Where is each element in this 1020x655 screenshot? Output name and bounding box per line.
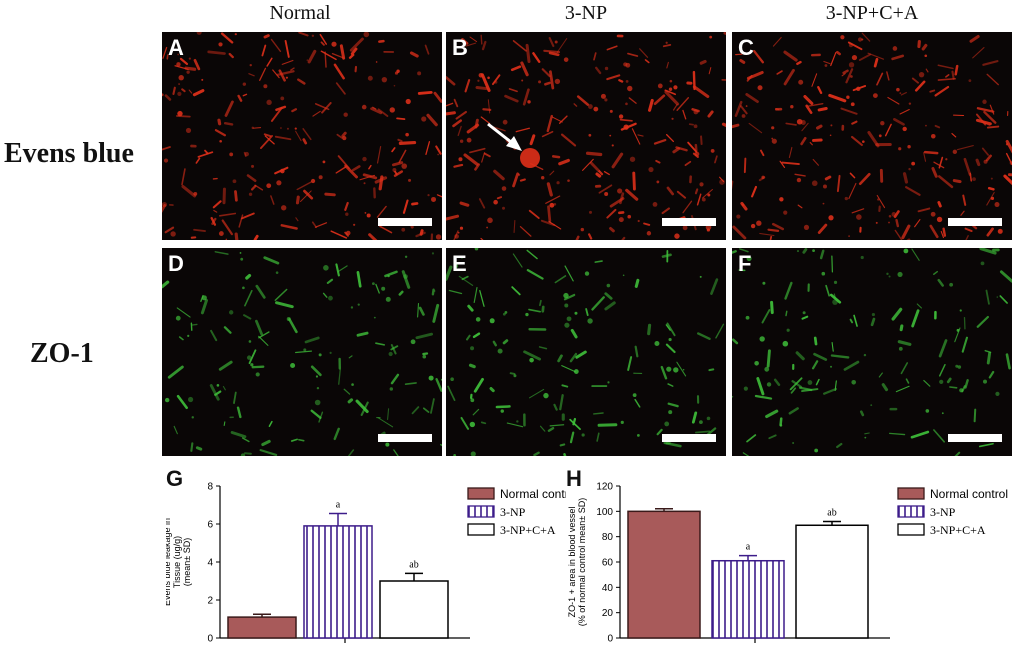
legend-swatch	[898, 488, 924, 499]
y-tick-label: 0	[207, 634, 213, 645]
significance-label: ab	[827, 507, 836, 518]
y-tick-label: 2	[207, 596, 213, 607]
micrograph-image-b	[446, 32, 726, 240]
significance-label: a	[336, 500, 341, 511]
y-tick-label: 80	[602, 532, 614, 543]
row-header-evens-blue: Evens blue	[4, 138, 134, 170]
panel-label-a: A	[168, 35, 184, 61]
significance-label: a	[746, 542, 751, 553]
legend-swatch	[898, 524, 924, 535]
legend-entry: 3-NP+C+A	[500, 523, 556, 537]
stain-texture	[732, 249, 1012, 456]
panel-label-c: C	[738, 35, 754, 61]
arrow-icon	[488, 124, 540, 168]
y-tick-label: 0	[607, 634, 613, 645]
bar-normal-control	[628, 511, 700, 638]
column-header-3np: 3-NP	[446, 2, 726, 25]
y-tick-label: 4	[207, 558, 213, 569]
micrograph-panel-b: B	[446, 32, 726, 240]
micrograph-image-d	[162, 248, 442, 456]
row-header-zo1: ZO-1	[30, 338, 94, 370]
bar-chart-g: Evens blue leakage inTissue (ug/g)(mean±…	[166, 470, 566, 655]
significance-label: ab	[409, 559, 418, 570]
micrograph-panel-c: C	[732, 32, 1012, 240]
y-tick-label: 8	[207, 482, 213, 493]
legend-swatch	[468, 524, 494, 535]
panel-label-f: F	[738, 251, 751, 277]
panel-label-d: D	[168, 251, 184, 277]
micrograph-image-a	[162, 32, 442, 240]
panel-label-b: B	[452, 35, 468, 61]
y-tick-label: 40	[602, 583, 614, 594]
legend-entry: 3-NP	[930, 505, 956, 519]
y-tick-label: 20	[602, 608, 614, 619]
panel-label-e: E	[452, 251, 467, 277]
micrograph-image-e	[446, 248, 726, 456]
bar-normal-control	[228, 617, 296, 638]
scale-bar	[662, 434, 716, 442]
legend-swatch	[898, 506, 924, 517]
micrograph-panel-a: A	[162, 32, 442, 240]
scale-bar	[948, 218, 1002, 226]
legend-entry: 3-NP+C+A	[930, 523, 986, 537]
y-axis-label: ZO-1 + area in blood vessel(% of normal …	[567, 498, 587, 626]
micrograph-image-c	[732, 32, 1012, 240]
y-tick-label: 120	[596, 482, 613, 493]
stain-texture	[446, 248, 723, 456]
bar-3np-c-a	[380, 581, 448, 638]
legend-swatch	[468, 506, 494, 517]
stain-texture	[732, 33, 1012, 240]
micrograph-panel-e: E	[446, 248, 726, 456]
bar-3np	[712, 561, 784, 638]
stain-texture	[446, 33, 726, 240]
column-header-3np-c-a: 3-NP+C+A	[732, 2, 1012, 25]
y-axis-label: Evens blue leakage inTissue (ug/g)(mean±…	[166, 518, 192, 606]
y-tick-label: 6	[207, 520, 213, 531]
legend-entry: Normal control	[500, 487, 566, 501]
micrograph-panel-d: D	[162, 248, 442, 456]
column-header-normal: Normal	[160, 2, 440, 25]
micrograph-panel-f: F	[732, 248, 1012, 456]
scale-bar	[378, 434, 432, 442]
stain-texture	[162, 252, 442, 456]
y-tick-label: 60	[602, 558, 614, 569]
legend-entry: 3-NP	[500, 505, 526, 519]
y-tick-label: 100	[596, 507, 613, 518]
scale-bar	[948, 434, 1002, 442]
bar-3np-c-a	[796, 525, 868, 638]
legend-swatch	[468, 488, 494, 499]
micrograph-image-f	[732, 248, 1012, 456]
stain-texture	[162, 32, 442, 240]
scale-bar	[662, 218, 716, 226]
legend-entry: Normal control	[930, 487, 1008, 501]
bar-3np	[304, 526, 372, 638]
bar-chart-h: ZO-1 + area in blood vessel(% of normal …	[566, 470, 1016, 655]
scale-bar	[378, 218, 432, 226]
